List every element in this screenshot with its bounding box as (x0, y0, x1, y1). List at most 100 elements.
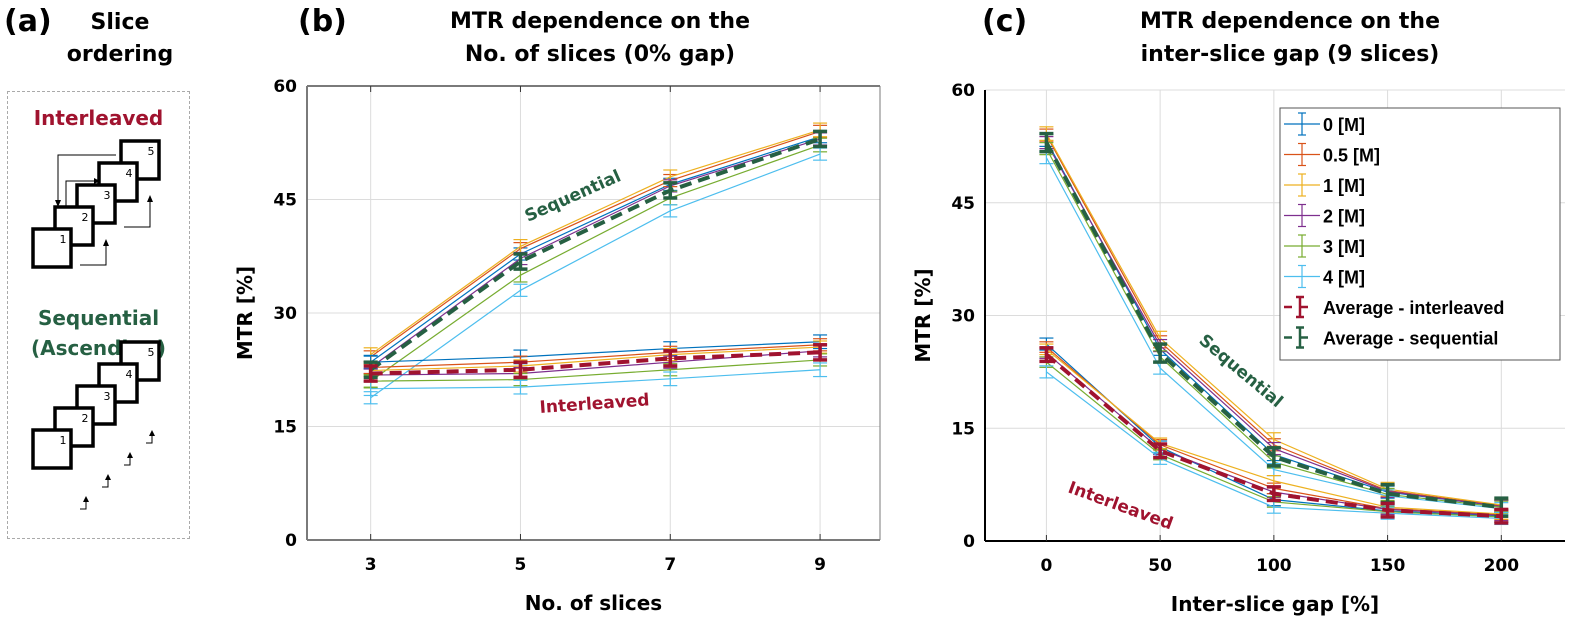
interleaved-arrowheads (55, 178, 153, 246)
legend-entry: Average - sequential (1284, 326, 1498, 349)
series-average-interleaved (1039, 346, 1509, 525)
panel-a-label: (a) (4, 4, 52, 39)
arrowhead (127, 452, 133, 458)
interleaved-heading: Interleaved (33, 106, 164, 130)
slice-number: 5 (148, 145, 155, 158)
arrowhead (94, 178, 100, 184)
slice-number: 1 (60, 434, 67, 447)
y-tick-label: 45 (273, 191, 297, 211)
legend-label: 0.5 [M] (1323, 146, 1380, 166)
y-tick-label: 60 (273, 77, 297, 97)
legend-label: 3 [M] (1323, 237, 1365, 257)
legend-label: 4 [M] (1323, 268, 1365, 288)
slice-square (31, 428, 73, 470)
arrow-line (57, 154, 116, 200)
series-line (1044, 141, 1502, 510)
annotation-interleaved: Interleaved (1065, 478, 1175, 534)
sequential-heading-line1: Sequential (37, 306, 160, 330)
slice-diagrams: 5 4 3 2 1 5 4 3 2 1 (31, 139, 161, 510)
annotation-sequential: Sequential (522, 166, 624, 226)
slice-ordering-box (7, 91, 190, 539)
y-tick-label: 15 (951, 419, 975, 439)
arrow-line (65, 180, 96, 206)
series-average-interleaved (363, 343, 828, 383)
series-line (370, 350, 821, 376)
series-line (370, 138, 821, 368)
interleaved-arrows (57, 154, 151, 266)
series-average-sequential (363, 129, 828, 380)
slice-number: 2 (82, 211, 89, 224)
arrowhead (105, 474, 111, 480)
x-axis-label: No. of slices (525, 591, 662, 615)
chart-b: 3 5 7 9 0 15 30 45 60 No. of slices MTR [%] Sequent… (233, 77, 881, 615)
series-line (370, 346, 821, 372)
slice-number: 5 (148, 346, 155, 359)
x-tick-label: 50 (1148, 556, 1172, 576)
legend-label: 0 [M] (1323, 115, 1365, 135)
series-line (369, 137, 821, 372)
sequential-slice-stack: 5 4 3 2 1 (31, 340, 161, 470)
slice-number: 3 (104, 390, 111, 403)
panel-b-title-line1: MTR dependence on the (450, 9, 750, 34)
x-tick-label: 150 (1370, 556, 1406, 576)
legend-label: 2 [M] (1323, 207, 1365, 227)
arrowhead (147, 195, 153, 202)
y-tick-label: 60 (951, 81, 975, 101)
arrow-line (80, 500, 87, 510)
chart-c: 0 50 100 150 200 0 15 30 45 60 Inter-slice gap [%]… (911, 81, 1565, 616)
series-line (370, 129, 821, 356)
slice-number: 1 (60, 233, 67, 246)
legend-entry: 2 [M] (1284, 203, 1365, 228)
series-line (370, 144, 821, 382)
legend-entry: 4 [M] (1284, 264, 1365, 289)
slice-number: 2 (82, 412, 89, 425)
series-line (370, 341, 821, 363)
arrowhead (55, 200, 61, 207)
y-axis-label: MTR [%] (911, 268, 935, 362)
y-axis-label: MTR [%] (233, 266, 257, 360)
legend-box (1279, 107, 1561, 361)
panel-a-title-line1: Slice (90, 10, 150, 35)
y-tick-label: 30 (273, 304, 297, 324)
x-tick-label: 9 (814, 555, 826, 575)
x-tick-label: 100 (1256, 556, 1292, 576)
legend-label: Average - sequential (1323, 329, 1498, 349)
y-tick-label: 0 (285, 531, 297, 551)
panel-b-title-line2: No. of slices (0% gap) (464, 42, 736, 67)
legend-entry: 0 [M] (1284, 112, 1365, 136)
slice-number: 3 (104, 189, 111, 202)
arrow-line (124, 456, 131, 466)
arrow-line (124, 200, 151, 228)
series-line (370, 136, 821, 363)
y-tick-label: 0 (963, 532, 975, 552)
x-tick-label: 200 (1484, 556, 1520, 576)
x-axis-label: Inter-slice gap [%] (1171, 592, 1379, 616)
series-line (370, 359, 821, 382)
series-4-m-interleaved (363, 362, 828, 397)
legend-entry: 1 [M] (1284, 173, 1365, 197)
arrow-line (146, 434, 153, 444)
legend-entry: Average - interleaved (1284, 295, 1504, 319)
series-line (370, 130, 821, 358)
arrowhead (149, 430, 155, 436)
x-tick-label: 0 (1040, 556, 1052, 576)
x-tick-label: 3 (365, 555, 377, 575)
slice-number: 4 (126, 167, 133, 180)
legend-label: 1 [M] (1323, 176, 1365, 196)
panel-c-label: (c) (982, 4, 1028, 39)
arrowhead (103, 239, 109, 246)
slice-number: 4 (126, 368, 133, 381)
annotation-interleaved: Interleaved (539, 390, 650, 418)
y-tick-label: 15 (273, 418, 297, 438)
slice-square (53, 205, 95, 247)
slice-square (75, 384, 117, 426)
arrow-line (102, 478, 109, 488)
series-line (370, 350, 821, 376)
series-line (370, 369, 821, 390)
legend-label: Average - interleaved (1323, 298, 1504, 318)
slice-square (31, 227, 73, 269)
series-line (370, 153, 821, 399)
y-tick-label: 30 (951, 307, 975, 327)
series-0-m-sequential (363, 130, 828, 369)
arrowhead (83, 496, 89, 502)
